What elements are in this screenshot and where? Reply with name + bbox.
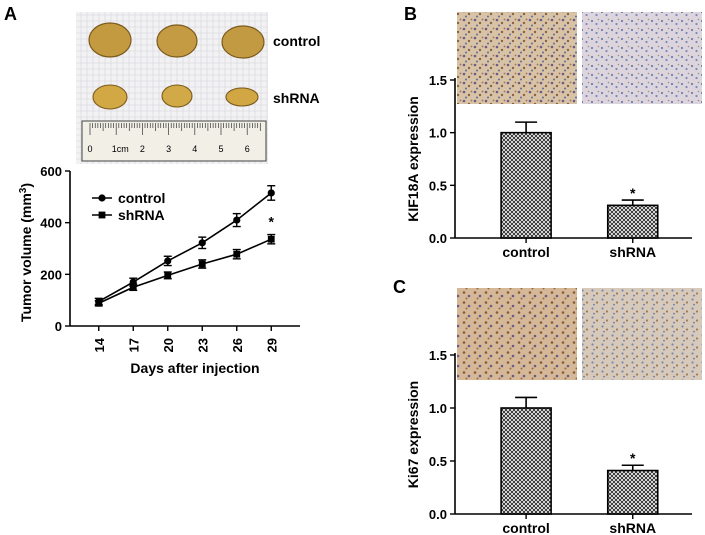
legend-label-control: control — [118, 190, 165, 206]
ruler-number: 0 — [87, 144, 92, 154]
y-axis-title: Ki67 expression — [405, 381, 421, 488]
x-tick-label: 26 — [230, 338, 245, 352]
x-tick-label: shRNA — [609, 520, 656, 535]
bar-control — [500, 131, 552, 239]
data-point-shRNA — [267, 235, 275, 243]
data-point-shRNA — [233, 250, 241, 258]
y-tick-label: 0.0 — [429, 507, 447, 522]
x-tick-label: 23 — [195, 338, 210, 352]
photo-label-shrna: shRNA — [273, 90, 320, 106]
tumor-shrna-3 — [225, 87, 259, 107]
x-tick-label: 14 — [92, 337, 107, 352]
data-point-control — [233, 216, 241, 224]
tumor-shrna-2 — [161, 84, 193, 108]
y-tick-label: 0 — [55, 319, 62, 334]
ruler-ticks — [89, 123, 261, 135]
x-tick-label: shRNA — [609, 244, 656, 260]
ruler-numbers: 0 1cm 2 3 4 5 6 — [87, 144, 249, 154]
y-axis-title: Tumor volume (mm3) — [18, 183, 35, 322]
y-tick-label: 0.5 — [429, 178, 447, 193]
ruler-number: 2 — [140, 144, 145, 154]
y-tick-label: 400 — [40, 216, 62, 231]
x-tick-label: 20 — [161, 338, 176, 352]
ruler-number: 3 — [166, 144, 171, 154]
legend-label-shRNA: shRNA — [118, 207, 165, 223]
bar-control — [500, 407, 552, 515]
x-tick-label: control — [502, 244, 549, 260]
x-tick-label: control — [502, 520, 549, 535]
y-tick-label: 0.5 — [429, 454, 447, 469]
significance-star: * — [630, 450, 636, 466]
y-tick-label: 600 — [40, 164, 62, 179]
legend-marker-shRNA — [98, 211, 106, 219]
ruler-number: 1cm — [112, 144, 129, 154]
x-tick-label: 29 — [264, 338, 279, 352]
x-tick-label: 17 — [126, 338, 141, 352]
y-tick-label: 1.0 — [429, 126, 447, 141]
ruler-number: 6 — [245, 144, 250, 154]
data-point-shRNA — [164, 271, 172, 279]
y-tick-label: 0.0 — [429, 231, 447, 246]
photo-label-control: control — [273, 33, 320, 49]
bar-shRNA — [606, 469, 659, 515]
tumor-shrna-1 — [92, 84, 128, 110]
ihc-kif18a-shrna — [582, 12, 702, 104]
ruler-number: 4 — [192, 144, 197, 154]
data-point-shRNA — [95, 299, 103, 307]
panel-label-a: A — [4, 4, 17, 24]
tumor-control-1 — [88, 22, 132, 58]
data-point-control — [164, 257, 172, 265]
series-line-control — [98, 192, 272, 303]
panel-label-b: B — [404, 4, 417, 24]
tumor-control-2 — [156, 24, 198, 58]
significance-star: * — [630, 185, 636, 201]
tumor-control-3 — [221, 25, 265, 59]
ki67-bar-chart: 0.0 0.5 1.0 1.5 control shRNA * Ki67 expression — [405, 348, 692, 535]
y-tick-label: 200 — [40, 267, 62, 282]
y-tick-label: 1.0 — [429, 401, 447, 416]
kif18a-bar-chart: 0.0 0.5 1.0 1.5 control shRNA * KIF18A expressi… — [405, 73, 692, 260]
ihc-kif18a-control — [457, 12, 577, 104]
data-point-shRNA — [198, 260, 206, 268]
data-point-control — [267, 189, 275, 197]
ihc-ki67-control — [457, 288, 577, 380]
y-axis-title: KIF18A expression — [405, 96, 421, 222]
ihc-ki67-shrna — [582, 288, 702, 380]
legend-marker-control — [98, 194, 106, 202]
series-line-shRNA — [98, 238, 272, 304]
ruler-number: 5 — [218, 144, 223, 154]
x-axis-title: Days after injection — [130, 360, 259, 376]
panel-label-c: C — [393, 277, 406, 297]
data-point-shRNA — [129, 283, 137, 291]
data-point-control — [198, 239, 206, 247]
y-tick-label: 1.5 — [429, 73, 447, 88]
bar-shRNA — [606, 204, 659, 239]
y-tick-label: 1.5 — [429, 348, 447, 363]
significance-star: * — [269, 214, 275, 230]
tumor-photo: 0 1cm 2 3 4 5 6 — [76, 12, 268, 164]
